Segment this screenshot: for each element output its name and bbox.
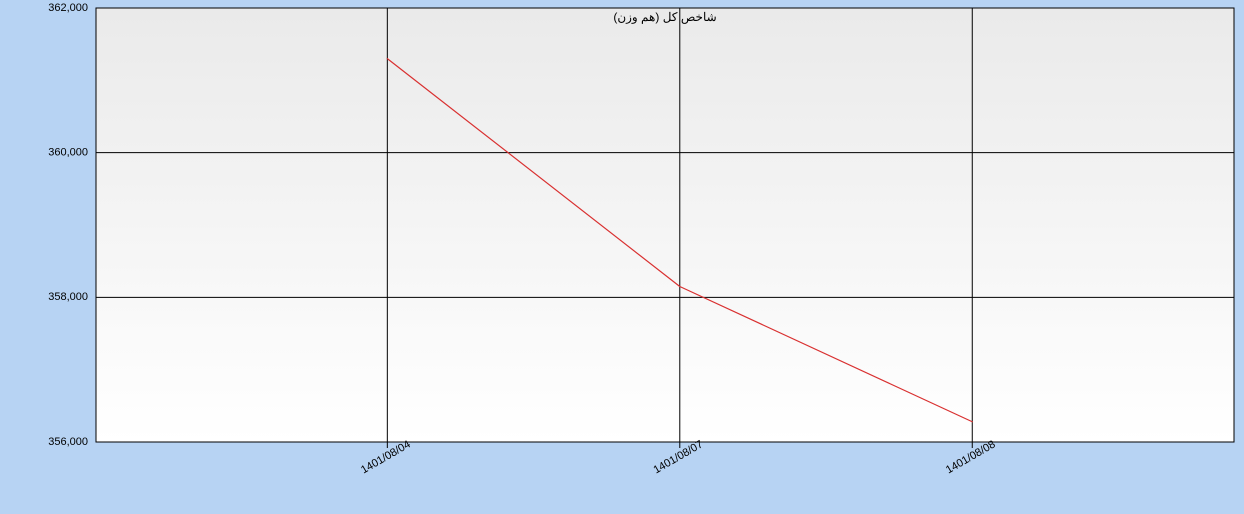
chart-container: 356,000358,000360,000362,0001401/08/0414…: [0, 0, 1244, 514]
y-axis-tick-label: 360,000: [48, 147, 88, 159]
plot-area: [96, 8, 1234, 442]
y-axis-tick-label: 362,000: [48, 2, 88, 14]
y-axis-tick-label: 358,000: [48, 291, 88, 303]
chart-title: (شاخص کل (هم وزن: [613, 10, 716, 24]
line-chart: 356,000358,000360,000362,0001401/08/0414…: [0, 0, 1244, 514]
y-axis-tick-label: 356,000: [48, 436, 88, 448]
